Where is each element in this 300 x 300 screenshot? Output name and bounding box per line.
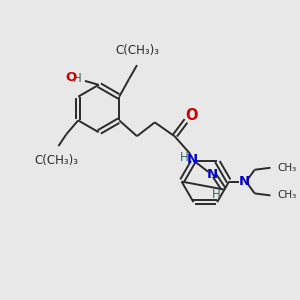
Text: N: N <box>238 175 249 188</box>
Text: N: N <box>206 168 218 181</box>
Text: N: N <box>187 153 198 167</box>
Text: H: H <box>73 72 81 86</box>
Text: CH₃: CH₃ <box>278 163 297 173</box>
Text: C(CH₃)₃: C(CH₃)₃ <box>34 154 79 167</box>
Text: O: O <box>65 71 77 84</box>
Text: CH₃: CH₃ <box>278 190 297 200</box>
Text: O: O <box>185 108 197 123</box>
Text: H: H <box>180 152 189 164</box>
Text: H: H <box>212 188 220 201</box>
Text: C(CH₃)₃: C(CH₃)₃ <box>115 44 159 57</box>
